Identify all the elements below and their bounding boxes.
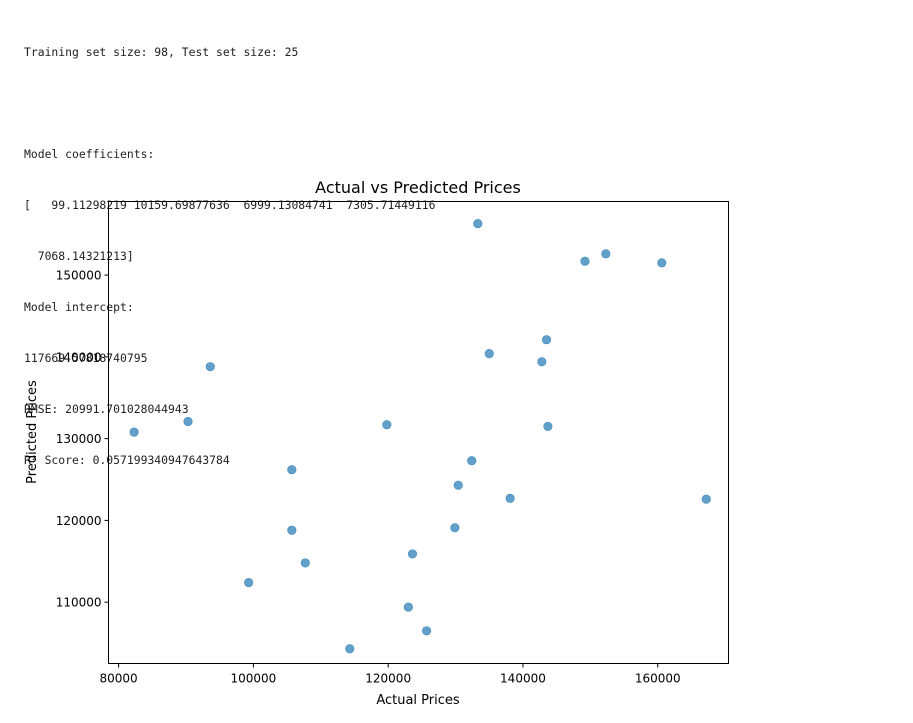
scatter-point-12	[450, 523, 460, 533]
y-tick-label: 130000	[56, 432, 102, 446]
y-tick-label: 150000	[56, 269, 102, 283]
scatter-point-13	[453, 480, 463, 490]
y-tick-label: 120000	[56, 514, 102, 528]
output-line-rmse: RMSE: 20991.701028044943	[24, 402, 189, 416]
scatter-point-23	[657, 258, 667, 268]
scatter-point-24	[701, 494, 711, 504]
output-line-intercept-label: Model intercept:	[24, 300, 134, 314]
scatter-point-1	[183, 416, 193, 427]
scatter-point-3	[244, 577, 254, 588]
y-tick-label: 140000	[56, 350, 102, 364]
x-axis-label: Actual Prices	[376, 693, 460, 708]
y-axis-label: Predicted Prices	[25, 380, 40, 484]
scatter-point-8	[382, 420, 392, 430]
scatter-point-5	[287, 525, 297, 535]
scatter-point-18	[537, 357, 547, 367]
x-tick-label: 100000	[230, 672, 276, 686]
output-line-train-test-size: Training set size: 98, Test set size: 25	[24, 45, 299, 59]
x-axis-ticks: 80000 100000 120000 140000 160000	[100, 663, 681, 686]
scatter-point-17	[505, 493, 515, 503]
plot-area-frame	[108, 201, 729, 664]
scatter-point-22	[601, 249, 611, 259]
x-tick-label: 80000	[100, 672, 138, 686]
scatter-point-11	[421, 626, 432, 636]
scatter-chart: Actual vs Predicted Prices 80000 100000 12…	[25, 178, 729, 708]
scatter-point-0	[129, 427, 139, 437]
scatter-point-16	[484, 348, 494, 359]
chart-title: Actual vs Predicted Prices	[315, 178, 521, 197]
data-points	[129, 218, 711, 654]
scatter-point-20	[543, 421, 553, 431]
x-tick-label: 160000	[635, 672, 681, 686]
scatter-point-2	[205, 362, 215, 372]
output-line-intercept-value: 117669.57818740795	[24, 351, 148, 365]
output-line-coefficients-values-cont: 7068.14321213]	[24, 249, 134, 263]
y-axis-ticks: 110000 120000 130000 140000 150000	[56, 269, 109, 610]
output-line-blank	[24, 95, 435, 112]
scatter-point-14	[467, 456, 477, 466]
scatter-point-10	[407, 549, 418, 559]
scatter-point-15	[473, 218, 483, 229]
scatter-point-4	[287, 465, 297, 475]
x-tick-label: 120000	[365, 672, 411, 686]
output-line-coefficients-label: Model coefficients:	[24, 147, 155, 161]
output-line-r2-score: R² Score: 0.057199340947643784	[24, 453, 230, 467]
scatter-point-21	[580, 256, 590, 266]
scatter-point-6	[300, 558, 310, 568]
scatter-point-9	[403, 602, 413, 612]
y-tick-label: 110000	[56, 596, 102, 610]
scatter-point-7	[345, 644, 355, 654]
x-tick-label: 140000	[500, 672, 546, 686]
scatter-point-19	[541, 335, 552, 345]
